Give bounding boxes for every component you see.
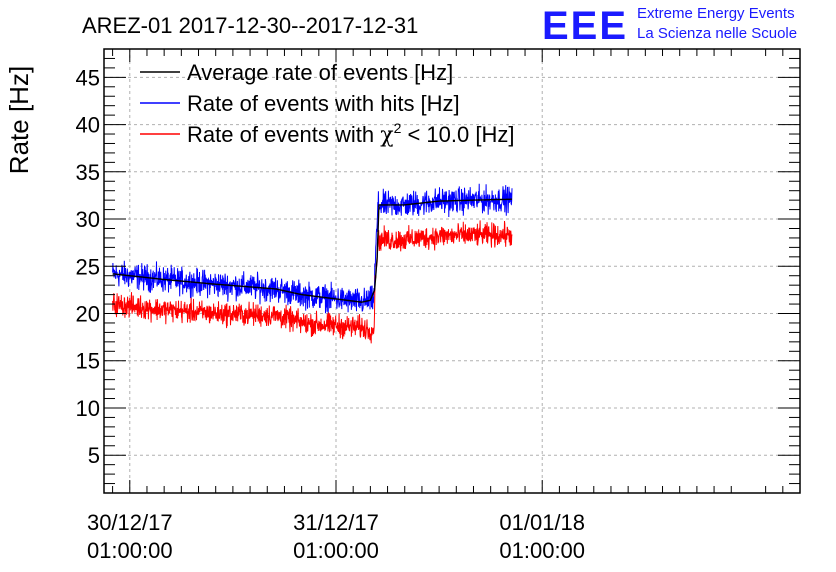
x-tick-label-time: 01:00:00 (499, 538, 585, 563)
y-tick-label: 40 (76, 113, 100, 138)
x-tick-label-date: 31/12/17 (293, 510, 379, 535)
series-line-2 (112, 220, 513, 344)
eee-logo-letters: EEE (542, 4, 628, 48)
series-line-0 (112, 198, 512, 303)
y-tick-label: 45 (76, 65, 100, 90)
x-tick-label-time: 01:00:00 (293, 538, 379, 563)
series-line-1 (112, 183, 513, 315)
eee-logo-line2: La Scienza nelle Scuole (637, 25, 797, 42)
y-axis-title: Rate [Hz] (4, 66, 34, 174)
x-tick-label-date: 01/01/18 (499, 510, 585, 535)
y-tick-label: 25 (76, 254, 100, 279)
legend: Average rate of events [Hz] Rate of event… (140, 60, 514, 148)
legend-label-0: Average rate of events [Hz] (187, 60, 453, 85)
axis-ticks: 5 10 15 20 25 30 35 40 45 30/12/17 01:00:00 31/12/1… (76, 48, 800, 563)
chart-title: AREZ-01 2017-12-30--2017-12-31 (82, 13, 418, 38)
y-tick-label: 30 (76, 207, 100, 232)
y-tick-label: 20 (76, 302, 100, 327)
y-tick-label: 10 (76, 396, 100, 421)
plot-frame (103, 48, 801, 494)
legend-label-2: Rate of events with χ2 < 10.0 [Hz] (187, 120, 514, 148)
y-tick-label: 5 (88, 443, 100, 468)
y-tick-label: 15 (76, 349, 100, 374)
legend-label-1: Rate of events with hits [Hz] (187, 91, 460, 116)
y-tick-label: 35 (76, 160, 100, 185)
eee-logo: EEE Extreme Energy Events La Scienza nel… (542, 4, 797, 48)
eee-logo-line1: Extreme Energy Events (637, 5, 795, 22)
x-tick-label-time: 01:00:00 (87, 538, 173, 563)
series-layer (112, 183, 513, 344)
x-tick-label-date: 30/12/17 (87, 510, 173, 535)
